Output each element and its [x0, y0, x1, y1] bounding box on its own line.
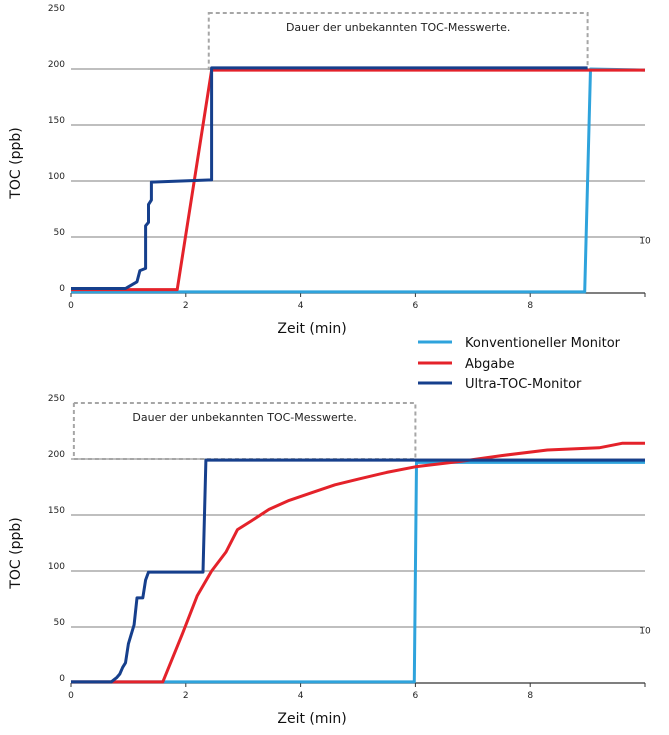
y-tick-label: 200 — [48, 60, 65, 70]
series-line-abgabe — [71, 68, 645, 292]
series-line-ultra-toc-monitor — [71, 458, 645, 684]
x-tick-label: 8 — [527, 301, 533, 311]
chart-1-annotation-text: Dauer der unbekannten TOC-Messwerte. — [286, 21, 510, 34]
chart-2-x-tick-labels: 0 2 4 6 8 — [68, 691, 533, 701]
x-tick-label: 0 — [68, 691, 74, 701]
series-line-abgabe — [71, 441, 645, 684]
series-line-konventioneller-monitor — [71, 460, 645, 684]
x-tick-label: 4 — [298, 301, 304, 311]
y-tick-label: 100 — [48, 562, 65, 572]
chart-2-y-tick-labels: 0 50 100 150 200 250 — [48, 394, 65, 684]
x-tick-label: 2 — [183, 691, 189, 701]
chart-2-x-axis-title: Zeit (min) — [277, 711, 346, 727]
x-tick-label: 8 — [527, 691, 533, 701]
legend-label-konventioneller-monitor: Konventioneller Monitor — [465, 336, 621, 351]
chart-1: 0 50 100 150 200 250 0 2 4 6 8 Dauer der unbekann… — [8, 4, 651, 337]
series-line-ultra-toc-monitor — [71, 66, 588, 290]
y-tick-label: 0 — [59, 674, 65, 684]
x-tick-label: 6 — [413, 691, 419, 701]
chart-2-stray-tick-label: 10 — [639, 626, 651, 636]
legend: Konventioneller Monitor Abgabe Ultra-TOC… — [418, 336, 621, 392]
legend-label-ultra-toc-monitor: Ultra-TOC-Monitor — [465, 377, 582, 392]
y-tick-label: 200 — [48, 450, 65, 460]
x-tick-label: 0 — [68, 301, 74, 311]
chart-2-series — [71, 441, 645, 684]
chart-1-x-tick-labels: 0 2 4 6 8 — [68, 301, 533, 311]
x-tick-label: 4 — [298, 691, 304, 701]
chart-1-series — [71, 66, 646, 294]
y-tick-label: 250 — [48, 394, 65, 404]
chart-1-x-axis-title: Zeit (min) — [277, 321, 346, 337]
chart-2: 0 50 100 150 200 250 0 2 4 6 8 Dauer der unbekann… — [8, 394, 651, 727]
chart-2-y-axis-title: TOC (ppb) — [8, 517, 24, 589]
y-tick-label: 50 — [54, 228, 66, 238]
chart-1-y-tick-labels: 0 50 100 150 200 250 — [48, 4, 65, 294]
x-tick-label: 6 — [413, 301, 419, 311]
y-tick-label: 50 — [54, 618, 66, 628]
x-tick-label: 2 — [183, 301, 189, 311]
y-tick-label: 150 — [48, 116, 65, 126]
chart-1-y-axis-title: TOC (ppb) — [8, 127, 24, 199]
chart-1-stray-tick-label: 10 — [639, 236, 651, 246]
y-tick-label: 150 — [48, 506, 65, 516]
legend-label-abgabe: Abgabe — [465, 357, 515, 372]
y-tick-label: 0 — [59, 284, 65, 294]
y-tick-label: 250 — [48, 4, 65, 14]
chart-2-annotation-text: Dauer der unbekannten TOC-Messwerte. — [132, 411, 356, 424]
y-tick-label: 100 — [48, 172, 65, 182]
